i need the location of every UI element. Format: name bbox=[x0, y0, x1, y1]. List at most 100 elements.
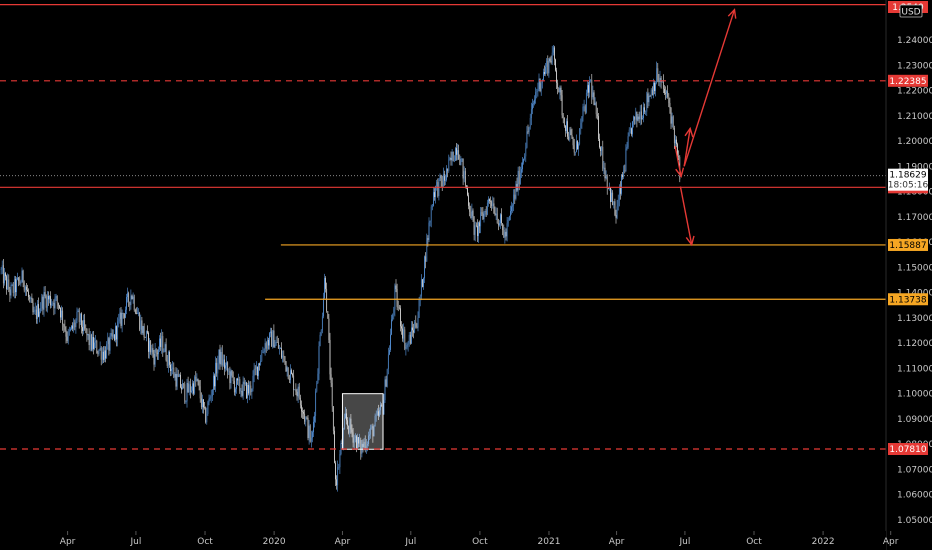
candle-body bbox=[614, 201, 616, 215]
y-tick-label: 1.10000 bbox=[897, 390, 932, 400]
candle-body bbox=[675, 139, 676, 144]
candle-body bbox=[261, 352, 263, 361]
drop-arrow[interactable] bbox=[674, 145, 685, 178]
candle-body bbox=[515, 183, 517, 199]
candle-body bbox=[613, 201, 615, 206]
candle-body bbox=[137, 313, 138, 314]
candle-body bbox=[567, 121, 568, 137]
candle-body bbox=[471, 210, 473, 219]
candle-body bbox=[352, 432, 354, 443]
candle-body bbox=[195, 376, 197, 381]
bear-arrow[interactable] bbox=[679, 186, 695, 247]
candle-body bbox=[536, 90, 538, 93]
candle-body bbox=[353, 437, 355, 443]
support-1-07810-tag bbox=[888, 443, 928, 456]
candle-body bbox=[148, 332, 149, 352]
candle-body bbox=[554, 47, 555, 60]
candle-body bbox=[503, 229, 505, 238]
candle-body bbox=[644, 107, 645, 112]
candle-body bbox=[97, 353, 99, 354]
candle-body bbox=[130, 295, 132, 306]
candle-body bbox=[17, 277, 18, 280]
candle-body bbox=[526, 131, 528, 148]
candle-body bbox=[282, 355, 284, 358]
y-tick-label: 1.15000 bbox=[897, 263, 932, 273]
candle-body bbox=[453, 160, 455, 162]
candle-body bbox=[312, 432, 313, 438]
candle-body bbox=[640, 111, 642, 120]
candle-body bbox=[664, 88, 665, 94]
candle-body bbox=[434, 192, 435, 198]
candle-body bbox=[175, 373, 177, 387]
candle-body bbox=[547, 60, 549, 74]
candle-body bbox=[635, 111, 637, 120]
candle-body bbox=[294, 389, 296, 391]
candle-body bbox=[555, 59, 556, 71]
candle-body bbox=[75, 320, 77, 328]
candle-body bbox=[329, 339, 331, 375]
candle-body bbox=[72, 325, 73, 329]
candle-body bbox=[489, 199, 490, 201]
candle-body bbox=[449, 157, 451, 160]
candle-body bbox=[593, 92, 595, 106]
candle-body bbox=[648, 96, 650, 103]
bull-arrow-short[interactable] bbox=[683, 126, 694, 167]
candle-body bbox=[557, 82, 559, 88]
candle-body bbox=[391, 319, 392, 335]
candle-body bbox=[365, 445, 367, 450]
candle-body bbox=[544, 72, 545, 74]
candle-body bbox=[187, 382, 189, 393]
candle-body bbox=[347, 420, 348, 426]
candle-body bbox=[404, 329, 406, 349]
candle-body bbox=[501, 214, 502, 224]
candle-body bbox=[631, 128, 632, 135]
candle-body bbox=[668, 96, 670, 103]
currency-badge[interactable]: USD bbox=[899, 4, 923, 18]
candle-body bbox=[254, 368, 256, 370]
candle-body bbox=[107, 338, 109, 345]
candle-body bbox=[361, 443, 363, 454]
candle-body bbox=[583, 106, 585, 108]
candle-body bbox=[262, 351, 264, 353]
candle-body bbox=[57, 302, 59, 306]
candle-body bbox=[87, 334, 89, 336]
candle-body bbox=[66, 336, 68, 341]
candle-body bbox=[381, 404, 383, 407]
candle-body bbox=[493, 203, 495, 214]
consolidation-box[interactable] bbox=[341, 393, 384, 450]
candle-body bbox=[64, 326, 66, 331]
candle-body bbox=[599, 138, 600, 148]
bull-arrow-long[interactable] bbox=[683, 8, 737, 167]
candle-body bbox=[229, 371, 231, 384]
candle-body bbox=[618, 187, 620, 200]
candle-body bbox=[356, 436, 357, 450]
candle-body bbox=[426, 238, 428, 262]
price-axis[interactable] bbox=[886, 0, 932, 550]
candle-body bbox=[462, 158, 464, 179]
candle-body bbox=[109, 335, 111, 351]
candle-body bbox=[393, 309, 395, 316]
candle-body bbox=[439, 175, 441, 179]
candle-body bbox=[49, 296, 50, 300]
candle-body bbox=[155, 349, 157, 353]
candle-body bbox=[649, 96, 651, 97]
candle-body bbox=[214, 375, 215, 387]
candle-body bbox=[115, 326, 116, 341]
candle-body bbox=[153, 353, 155, 365]
candle-body bbox=[60, 308, 61, 318]
candle-body bbox=[546, 60, 548, 67]
time-axis[interactable] bbox=[0, 531, 886, 550]
candle-body bbox=[490, 200, 491, 202]
candle-body bbox=[23, 282, 25, 291]
candle-body bbox=[77, 310, 79, 312]
candle-body bbox=[650, 89, 652, 97]
candle-body bbox=[55, 296, 57, 298]
candle-body bbox=[15, 279, 16, 293]
candle-body bbox=[560, 87, 562, 96]
candle-body bbox=[478, 222, 479, 236]
candle-body bbox=[218, 349, 220, 363]
candle-body bbox=[527, 131, 529, 133]
candle-body bbox=[209, 397, 211, 399]
candle-body bbox=[44, 292, 46, 297]
